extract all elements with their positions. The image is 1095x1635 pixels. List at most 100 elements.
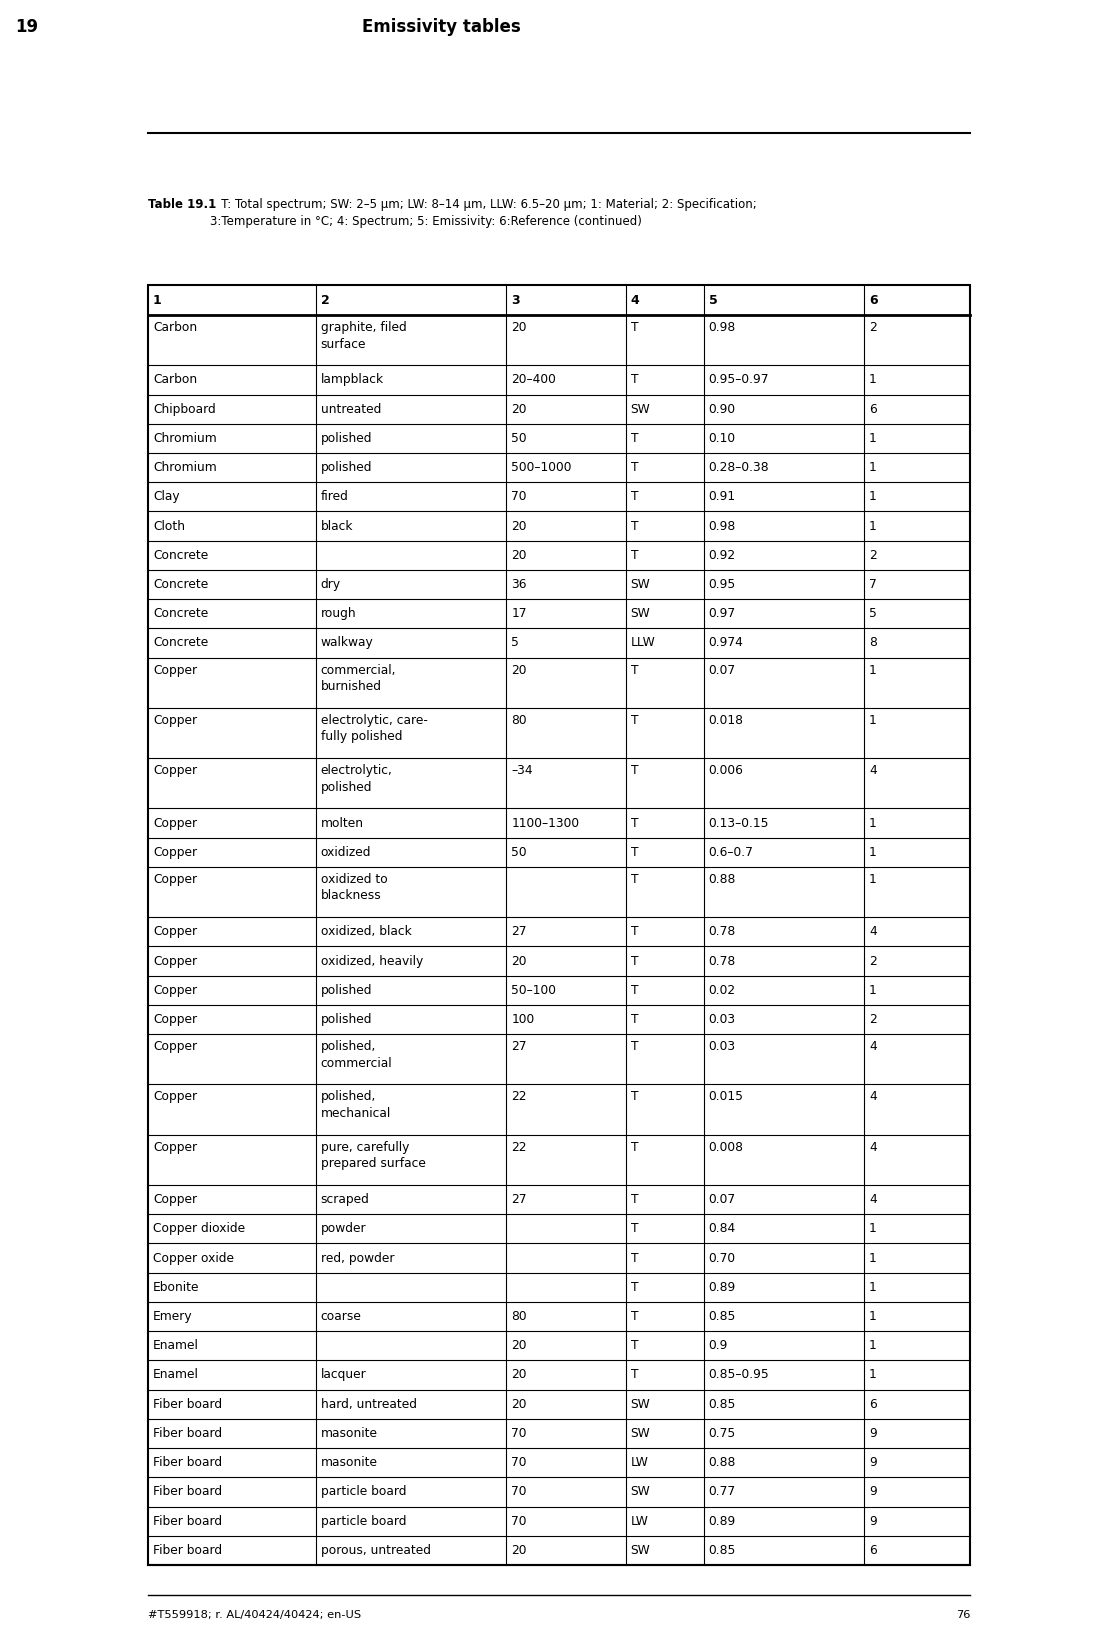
Text: T: T [631, 816, 638, 829]
Text: 1: 1 [869, 373, 877, 386]
Text: graphite, filed
surface: graphite, filed surface [321, 320, 406, 350]
Text: 0.07: 0.07 [708, 1194, 736, 1207]
Text: 0.98: 0.98 [708, 320, 736, 334]
Text: 5: 5 [511, 636, 519, 649]
Text: Copper: Copper [153, 1194, 197, 1207]
Text: 4: 4 [869, 1040, 877, 1053]
Text: T: T [631, 925, 638, 938]
Text: Copper: Copper [153, 764, 197, 777]
Text: 1: 1 [869, 432, 877, 445]
Text: 0.89: 0.89 [708, 1280, 736, 1293]
Text: rough: rough [321, 607, 356, 620]
Text: 2: 2 [321, 294, 330, 306]
Text: 4: 4 [869, 1194, 877, 1207]
Text: oxidized: oxidized [321, 845, 371, 858]
Text: polished: polished [321, 984, 372, 997]
Text: red, powder: red, powder [321, 1251, 394, 1264]
Text: 1: 1 [869, 1368, 877, 1382]
Text: 7: 7 [869, 579, 877, 590]
Text: 20: 20 [511, 1339, 527, 1352]
Text: 3: 3 [511, 294, 520, 306]
Text: LLW: LLW [631, 636, 655, 649]
Text: Copper: Copper [153, 845, 197, 858]
Text: T: T [631, 955, 638, 968]
Text: 0.85: 0.85 [708, 1398, 736, 1411]
Text: 0.03: 0.03 [708, 1040, 736, 1053]
Text: T: T [631, 1339, 638, 1352]
Text: T: T [631, 461, 638, 474]
Text: 1: 1 [869, 816, 877, 829]
Text: 1: 1 [869, 664, 877, 677]
Text: 0.07: 0.07 [708, 664, 736, 677]
Text: T: Total spectrum; SW: 2–5 µm; LW: 8–14 µm, LLW: 6.5–20 µm; 1: Material; 2: Spec: T: Total spectrum; SW: 2–5 µm; LW: 8–14 … [210, 198, 757, 227]
Text: Copper oxide: Copper oxide [153, 1251, 234, 1264]
Text: T: T [631, 432, 638, 445]
Text: Copper: Copper [153, 873, 197, 886]
Text: 20–400: 20–400 [511, 373, 556, 386]
Text: T: T [631, 1280, 638, 1293]
Text: 36: 36 [511, 579, 527, 590]
Text: 0.015: 0.015 [708, 1091, 744, 1104]
Text: Emissivity tables: Emissivity tables [362, 18, 521, 36]
Text: 6: 6 [869, 294, 877, 306]
Text: 20: 20 [511, 664, 527, 677]
Text: 9: 9 [869, 1514, 877, 1527]
Text: 27: 27 [511, 1194, 527, 1207]
Text: Chromium: Chromium [153, 432, 217, 445]
Text: T: T [631, 984, 638, 997]
Text: 20: 20 [511, 955, 527, 968]
Text: Copper: Copper [153, 1091, 197, 1104]
Text: 76: 76 [956, 1610, 970, 1620]
Text: 0.6–0.7: 0.6–0.7 [708, 845, 753, 858]
Text: particle board: particle board [321, 1514, 406, 1527]
Text: T: T [631, 1141, 638, 1154]
Text: Table 19.1: Table 19.1 [148, 198, 216, 211]
Text: 0.13–0.15: 0.13–0.15 [708, 816, 769, 829]
Text: 4: 4 [869, 764, 877, 777]
Text: 6: 6 [869, 1543, 877, 1557]
Text: Fiber board: Fiber board [153, 1543, 222, 1557]
Text: T: T [631, 873, 638, 886]
Text: 0.95: 0.95 [708, 579, 736, 590]
Text: 0.85–0.95: 0.85–0.95 [708, 1368, 770, 1382]
Text: #T559918; r. AL/40424/40424; en-US: #T559918; r. AL/40424/40424; en-US [148, 1610, 361, 1620]
Text: fired: fired [321, 490, 348, 504]
Text: 4: 4 [631, 294, 639, 306]
Text: 70: 70 [511, 1427, 527, 1440]
Text: 1: 1 [869, 1223, 877, 1236]
Text: 20: 20 [511, 1398, 527, 1411]
Text: Copper: Copper [153, 664, 197, 677]
Text: Copper: Copper [153, 1014, 197, 1027]
Text: 0.10: 0.10 [708, 432, 736, 445]
Text: 22: 22 [511, 1141, 527, 1154]
Text: Emery: Emery [153, 1310, 193, 1323]
Text: Ebonite: Ebonite [153, 1280, 199, 1293]
Text: 0.95–0.97: 0.95–0.97 [708, 373, 769, 386]
Text: 0.78: 0.78 [708, 955, 736, 968]
Text: Copper: Copper [153, 925, 197, 938]
Text: T: T [631, 490, 638, 504]
Text: 0.88: 0.88 [708, 1457, 736, 1470]
Text: powder: powder [321, 1223, 367, 1236]
Text: 1: 1 [869, 1251, 877, 1264]
Text: SW: SW [631, 607, 650, 620]
Text: T: T [631, 1251, 638, 1264]
Text: polished: polished [321, 1014, 372, 1027]
Text: 1: 1 [869, 845, 877, 858]
Text: 4: 4 [869, 925, 877, 938]
Text: 0.28–0.38: 0.28–0.38 [708, 461, 770, 474]
Text: 1: 1 [869, 490, 877, 504]
Text: electrolytic,
polished: electrolytic, polished [321, 764, 393, 793]
Text: scraped: scraped [321, 1194, 370, 1207]
Text: Fiber board: Fiber board [153, 1457, 222, 1470]
Text: 19: 19 [15, 18, 38, 36]
Text: SW: SW [631, 1486, 650, 1498]
Text: 1: 1 [869, 1280, 877, 1293]
Text: 1: 1 [153, 294, 162, 306]
Text: T: T [631, 320, 638, 334]
Text: 0.77: 0.77 [708, 1486, 736, 1498]
Text: 0.9: 0.9 [708, 1339, 728, 1352]
Text: 1: 1 [869, 1310, 877, 1323]
Text: 2: 2 [869, 320, 877, 334]
Text: SW: SW [631, 1543, 650, 1557]
